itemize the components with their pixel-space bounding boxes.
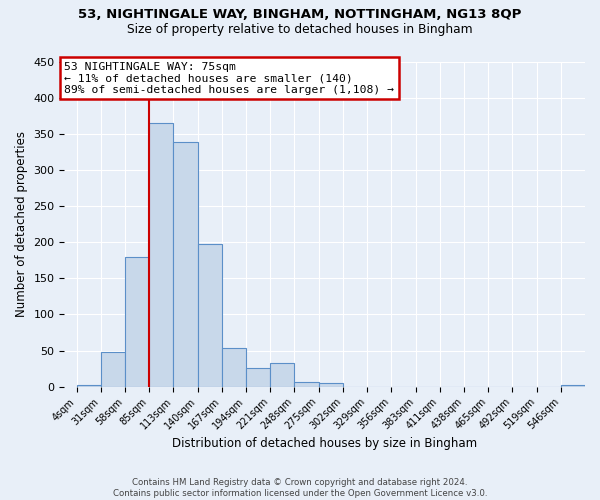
Text: 53, NIGHTINGALE WAY, BINGHAM, NOTTINGHAM, NG13 8QP: 53, NIGHTINGALE WAY, BINGHAM, NOTTINGHAM… (79, 8, 521, 20)
Bar (149, 123, 173, 386)
Bar (246, 368, 270, 386)
Bar (222, 348, 246, 387)
Bar (270, 363, 295, 386)
Bar (125, 256, 149, 386)
Bar (173, 142, 197, 386)
Bar (561, 384, 585, 386)
Text: Size of property relative to detached houses in Bingham: Size of property relative to detached ho… (127, 22, 473, 36)
Text: 53 NIGHTINGALE WAY: 75sqm
← 11% of detached houses are smaller (140)
89% of semi: 53 NIGHTINGALE WAY: 75sqm ← 11% of detac… (64, 62, 394, 94)
Bar (101, 352, 125, 386)
Text: Contains HM Land Registry data © Crown copyright and database right 2024.
Contai: Contains HM Land Registry data © Crown c… (113, 478, 487, 498)
Bar (319, 383, 343, 386)
Bar (197, 244, 222, 386)
Bar (77, 384, 101, 386)
Y-axis label: Number of detached properties: Number of detached properties (15, 131, 28, 317)
Bar (295, 382, 319, 386)
X-axis label: Distribution of detached houses by size in Bingham: Distribution of detached houses by size … (172, 437, 477, 450)
